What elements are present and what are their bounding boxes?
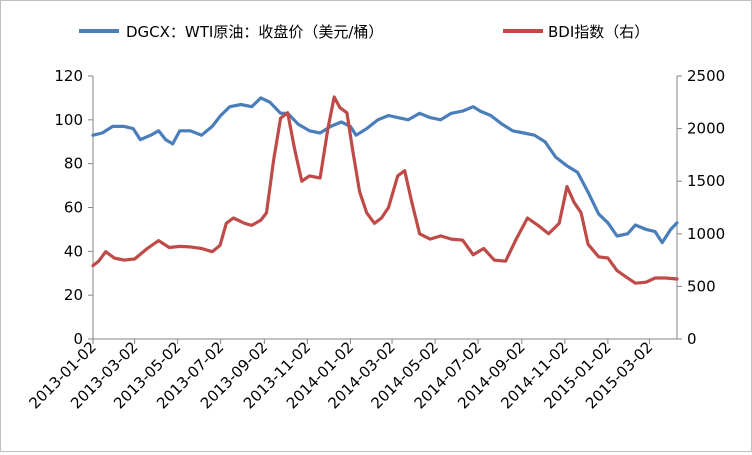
y-right-tick-label: 2500 xyxy=(687,67,725,85)
series-line-bdi xyxy=(91,95,679,285)
y-left-tick-label: 0 xyxy=(73,330,83,348)
y-right-tick-label: 0 xyxy=(687,330,697,348)
y-right-tick-label: 2000 xyxy=(687,120,725,138)
legend-label-bdi: BDI指数（右） xyxy=(548,23,649,41)
series xyxy=(91,95,679,285)
y-left-tick-label: 40 xyxy=(64,242,83,260)
series-line-wti xyxy=(91,96,679,245)
legend: DGCX：WTI原油：收盘价（美元/桶） BDI指数（右） xyxy=(79,23,649,41)
y-left-tick-label: 20 xyxy=(64,286,83,304)
y-left-tick-label: 120 xyxy=(54,67,83,85)
y-right-tick-label: 1000 xyxy=(687,225,725,243)
y-left-tick-label: 60 xyxy=(64,199,83,217)
y-right-tick-label: 1500 xyxy=(687,172,725,190)
legend-label-wti: DGCX：WTI原油：收盘价（美元/桶） xyxy=(126,23,383,41)
axes: 020406080100120050010001500200025002013-… xyxy=(25,67,725,412)
y-left-tick-label: 100 xyxy=(54,111,83,129)
y-right-tick-label: 500 xyxy=(687,277,716,295)
y-left-tick-label: 80 xyxy=(64,155,83,173)
